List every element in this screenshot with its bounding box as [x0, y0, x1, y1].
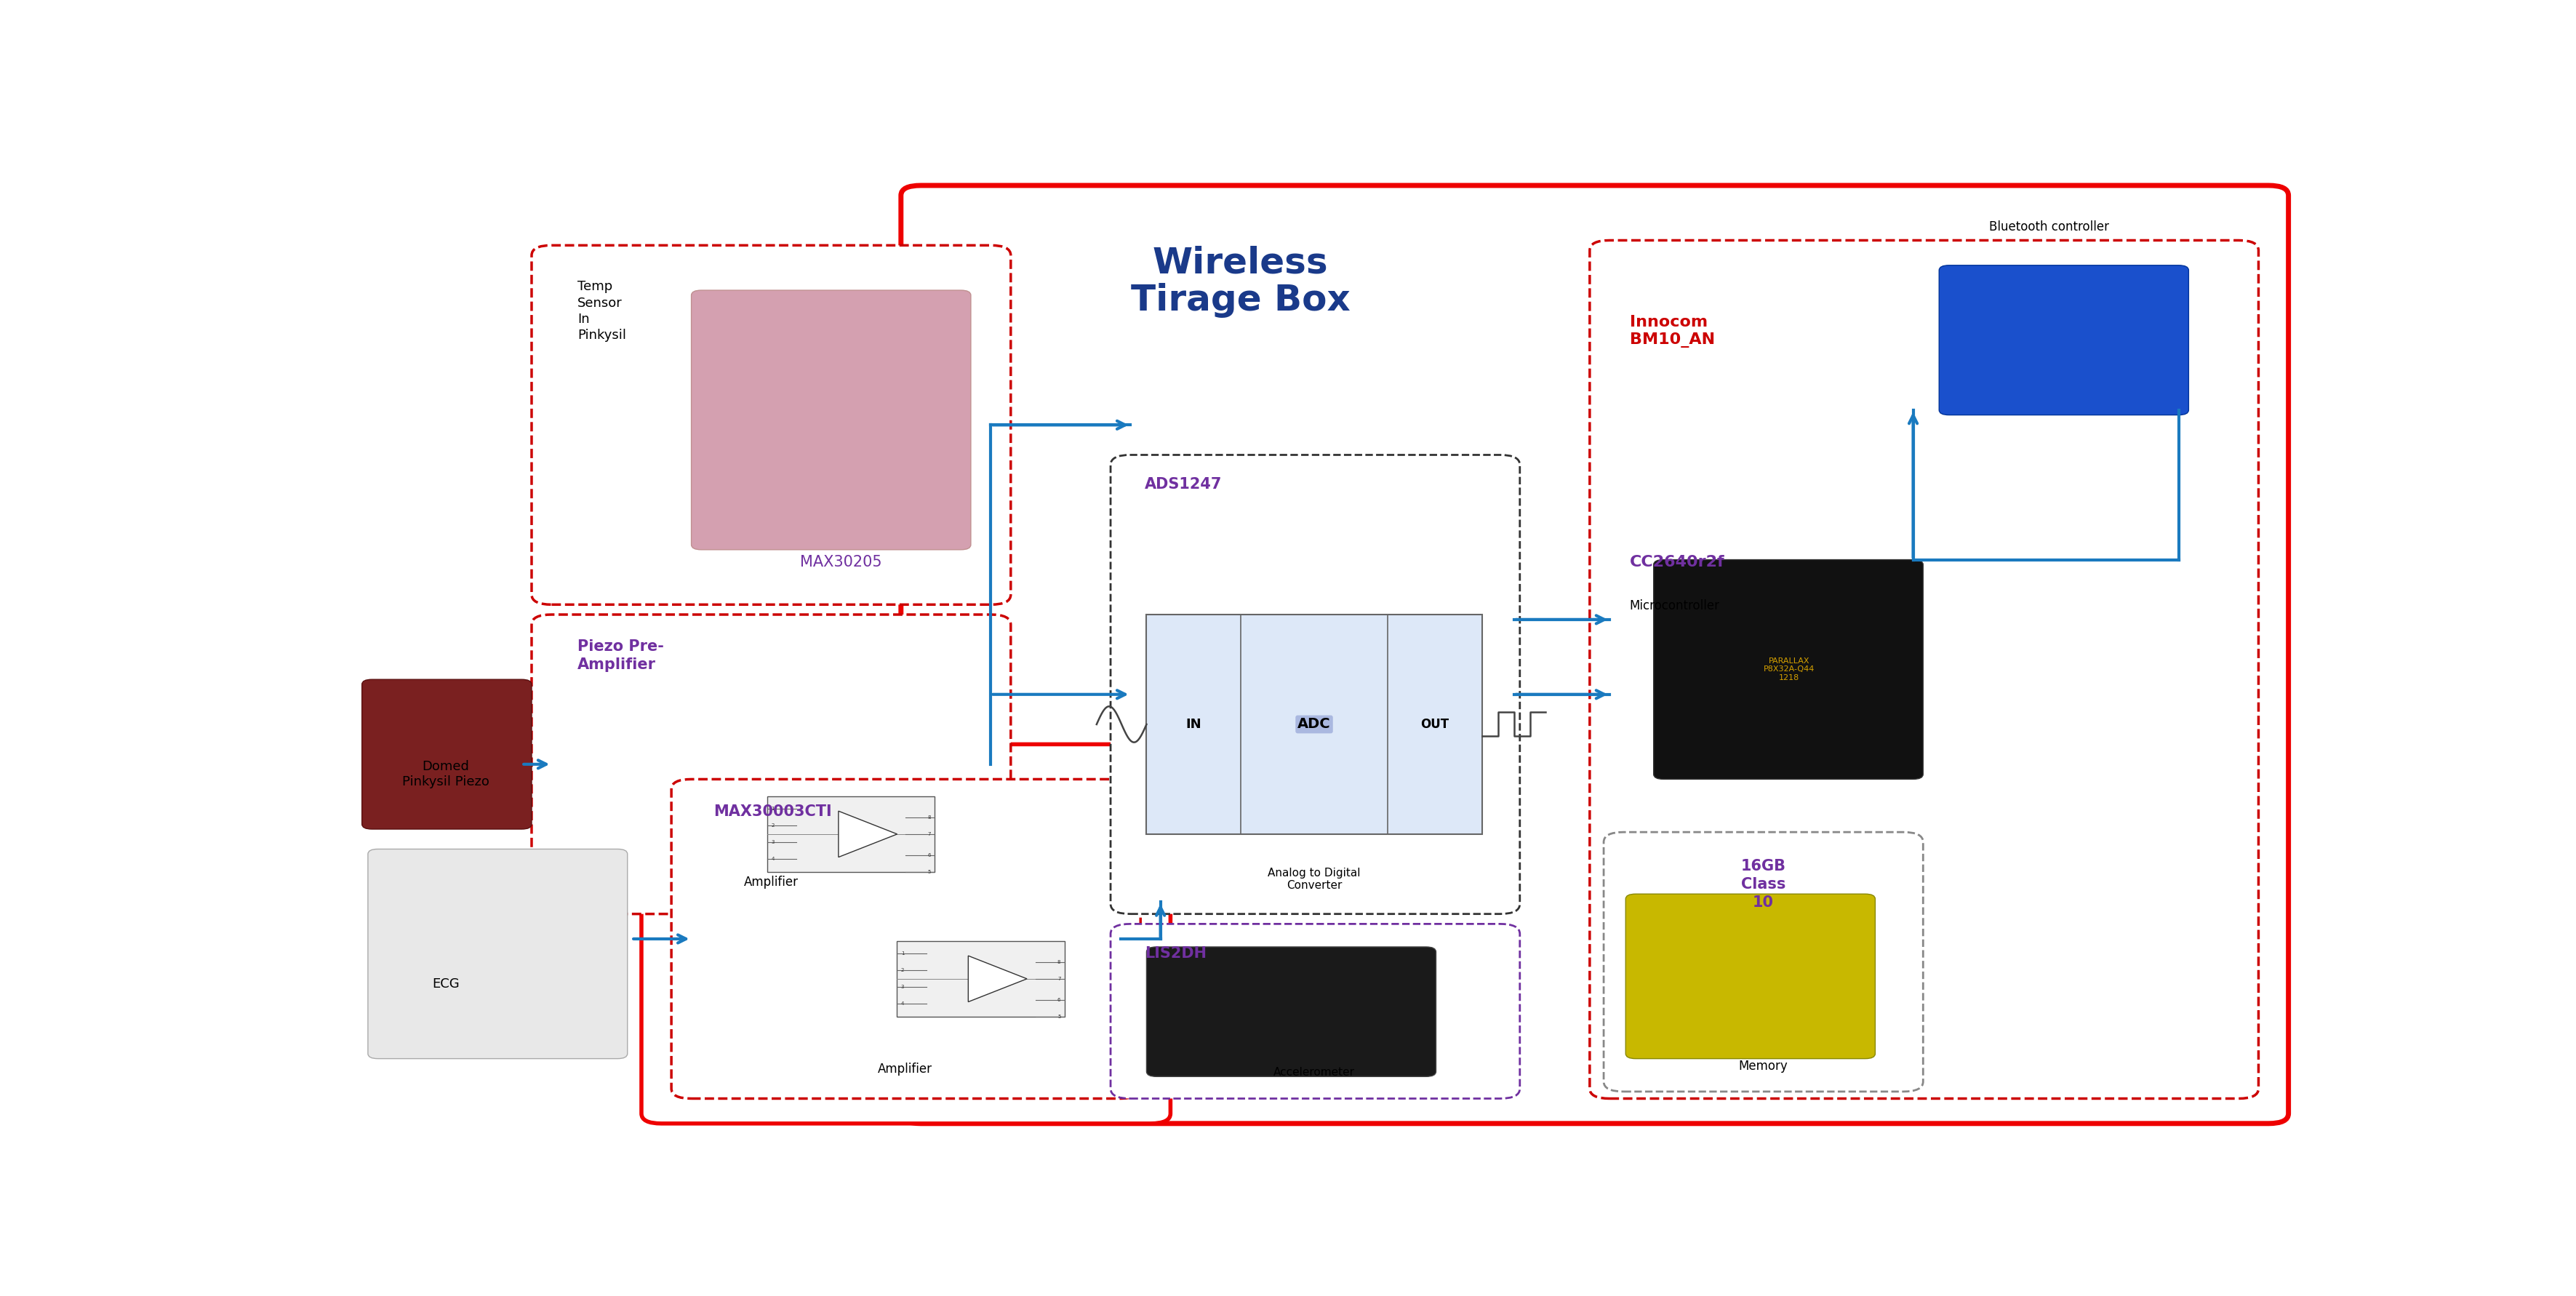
- Text: Memory: Memory: [1739, 1060, 1788, 1073]
- FancyBboxPatch shape: [672, 779, 1141, 1099]
- FancyBboxPatch shape: [1605, 832, 1924, 1091]
- FancyBboxPatch shape: [531, 245, 1010, 604]
- FancyBboxPatch shape: [1110, 924, 1520, 1099]
- Text: Wireless
Tirage Box: Wireless Tirage Box: [1131, 245, 1350, 318]
- Text: ECG: ECG: [433, 977, 459, 990]
- Text: Domed
Pinkysil Piezo: Domed Pinkysil Piezo: [402, 761, 489, 788]
- Text: 2: 2: [770, 823, 775, 828]
- Text: 5: 5: [927, 870, 930, 874]
- Text: Amplifier: Amplifier: [878, 1063, 933, 1076]
- Text: 6: 6: [1056, 998, 1061, 1002]
- Text: 5: 5: [1059, 1015, 1061, 1019]
- Polygon shape: [837, 811, 896, 857]
- Text: LIS2DH: LIS2DH: [1144, 946, 1206, 960]
- FancyBboxPatch shape: [1146, 614, 1481, 835]
- FancyBboxPatch shape: [1110, 455, 1520, 914]
- Text: Innocom
BM10_AN: Innocom BM10_AN: [1631, 315, 1716, 347]
- FancyBboxPatch shape: [1589, 240, 2259, 1099]
- Text: Piezo Pre-
Amplifier: Piezo Pre- Amplifier: [577, 639, 665, 673]
- Text: 2: 2: [902, 968, 904, 972]
- FancyBboxPatch shape: [1654, 560, 1924, 779]
- Text: CC2640r2f: CC2640r2f: [1631, 555, 1726, 569]
- Text: 16GB
Class
10: 16GB Class 10: [1741, 859, 1785, 910]
- FancyBboxPatch shape: [896, 941, 1064, 1016]
- FancyBboxPatch shape: [531, 614, 1010, 914]
- Polygon shape: [969, 955, 1028, 1002]
- Text: 1: 1: [770, 807, 775, 811]
- Text: 8: 8: [927, 815, 930, 819]
- Text: MAX30003CTI: MAX30003CTI: [714, 804, 832, 819]
- Text: Microcontroller: Microcontroller: [1631, 600, 1721, 613]
- Text: 6: 6: [927, 853, 930, 857]
- FancyBboxPatch shape: [768, 796, 935, 872]
- Text: Bluetooth controller: Bluetooth controller: [1989, 220, 2110, 233]
- FancyBboxPatch shape: [361, 679, 531, 829]
- FancyBboxPatch shape: [1625, 894, 1875, 1059]
- Text: 1: 1: [902, 951, 904, 956]
- Text: OUT: OUT: [1422, 718, 1450, 731]
- Text: MAX30205: MAX30205: [801, 555, 881, 570]
- FancyBboxPatch shape: [690, 290, 971, 550]
- Text: 3: 3: [770, 840, 775, 845]
- Text: ADC: ADC: [1298, 718, 1332, 731]
- Text: IN: IN: [1185, 718, 1200, 731]
- FancyBboxPatch shape: [368, 849, 629, 1059]
- Text: 7: 7: [1056, 977, 1061, 981]
- Text: 7: 7: [927, 832, 930, 836]
- Text: Analog to Digital
Converter: Analog to Digital Converter: [1267, 867, 1360, 890]
- Text: 3: 3: [902, 985, 904, 989]
- Text: Amplifier: Amplifier: [744, 876, 799, 889]
- FancyBboxPatch shape: [1940, 266, 2190, 415]
- Text: 4: 4: [770, 857, 775, 862]
- FancyBboxPatch shape: [641, 744, 1170, 1124]
- Text: Accelerometer: Accelerometer: [1273, 1067, 1355, 1077]
- Text: PARALLAX
P8X32A-Q44
1218: PARALLAX P8X32A-Q44 1218: [1765, 657, 1816, 682]
- Text: 4: 4: [902, 1002, 904, 1006]
- Text: Temp
Sensor
In
Pinkysil: Temp Sensor In Pinkysil: [577, 280, 626, 342]
- Text: ADS1247: ADS1247: [1144, 477, 1221, 491]
- FancyBboxPatch shape: [1146, 947, 1435, 1077]
- Text: 8: 8: [1056, 960, 1061, 964]
